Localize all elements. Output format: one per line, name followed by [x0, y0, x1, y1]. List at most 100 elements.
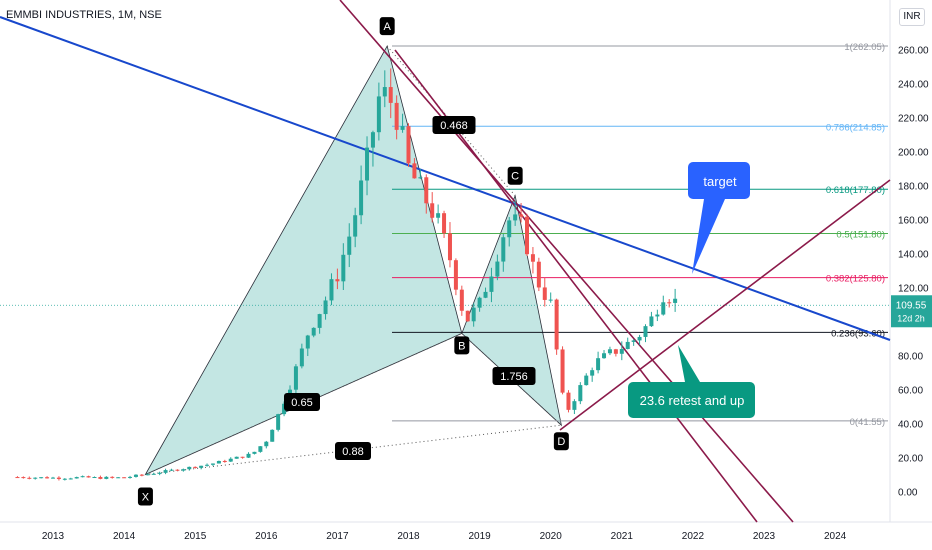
- candle: [205, 463, 210, 467]
- candle: [376, 82, 381, 141]
- maroon-line-3: [559, 179, 891, 431]
- candle: [21, 476, 26, 479]
- candle: [68, 477, 73, 480]
- candle: [15, 476, 20, 479]
- candle: [365, 136, 370, 196]
- y-tick-label: 220.00: [898, 114, 929, 125]
- candle: [258, 446, 263, 453]
- ticker-title: EMMBI INDUSTRIES, 1M, NSE: [6, 9, 162, 21]
- candle: [607, 346, 612, 356]
- candle: [181, 468, 186, 472]
- candle: [193, 466, 198, 469]
- x-tick-label: 2018: [397, 531, 420, 542]
- y-tick-label: 0.00: [898, 488, 918, 499]
- candle: [199, 465, 204, 470]
- ratio-label-bg: [432, 116, 476, 134]
- candle: [293, 364, 298, 396]
- candle: [104, 476, 109, 480]
- candle: [560, 346, 565, 395]
- candle: [347, 223, 352, 268]
- candle: [299, 343, 304, 369]
- candle: [187, 466, 192, 471]
- candle: [62, 478, 67, 481]
- candle: [157, 471, 162, 476]
- candle: [459, 285, 464, 316]
- candle: [637, 334, 642, 345]
- y-tick-label: 120.00: [898, 284, 929, 295]
- candle: [311, 327, 316, 338]
- currency-button[interactable]: INR: [899, 8, 925, 26]
- candle: [584, 373, 589, 386]
- fib-level-label: 0.382(125.80): [826, 274, 885, 285]
- candle: [536, 257, 541, 292]
- candle: [525, 213, 529, 256]
- x-tick-label: 2021: [611, 531, 634, 542]
- candle: [116, 477, 121, 479]
- candle: [554, 298, 559, 355]
- candle: [613, 348, 618, 357]
- maroon-line-1: [339, 0, 794, 523]
- ratio-label: 0.88: [342, 446, 363, 458]
- candle: [602, 350, 607, 359]
- y-tick-label: 140.00: [898, 250, 929, 261]
- candle: [453, 258, 458, 296]
- y-tick-label: 80.00: [898, 352, 923, 363]
- candle: [530, 247, 535, 274]
- candle: [412, 158, 417, 179]
- candle: [246, 452, 251, 458]
- candle: [418, 168, 423, 179]
- candle: [370, 130, 375, 167]
- candle: [471, 303, 476, 327]
- candle: [578, 382, 583, 405]
- candle: [465, 310, 470, 322]
- candle: [489, 267, 494, 303]
- blue-trendline: [0, 16, 891, 341]
- point-label: B: [458, 340, 465, 352]
- y-tick-label: 240.00: [898, 80, 929, 91]
- x-tick-label: 2016: [255, 531, 278, 542]
- ratio-label-bg: [335, 442, 371, 460]
- candle: [667, 299, 672, 308]
- ac-dotted-line: [386, 45, 516, 197]
- candle: [33, 477, 38, 480]
- candle: [252, 451, 257, 455]
- candle: [519, 202, 524, 223]
- candle: [92, 476, 97, 479]
- candle: [619, 341, 624, 361]
- ratio-label: 1.756: [500, 371, 528, 383]
- candle: [542, 277, 547, 307]
- candle: [329, 273, 334, 306]
- candle: [495, 254, 500, 281]
- y-tick-label: 260.00: [898, 46, 929, 57]
- candle: [228, 457, 233, 462]
- y-tick-label: 200.00: [898, 148, 929, 159]
- point-label-bg: [507, 166, 523, 185]
- candle: [151, 472, 156, 475]
- candle: [74, 476, 79, 479]
- candle: [128, 475, 133, 479]
- candle: [317, 313, 322, 334]
- bcd-triangle: [461, 194, 563, 427]
- candle: [222, 459, 227, 463]
- candle: [145, 473, 150, 476]
- candle: [388, 68, 393, 119]
- candle: [513, 200, 518, 226]
- candle: [234, 456, 239, 459]
- x-tick-label: 2022: [682, 531, 705, 542]
- candle: [661, 295, 666, 316]
- candle: [625, 337, 630, 350]
- candle: [649, 311, 654, 328]
- candle: [631, 339, 636, 346]
- xb-dotted-line: [145, 332, 463, 475]
- candle: [98, 475, 103, 480]
- y-tick-label: 60.00: [898, 386, 923, 397]
- candle: [424, 174, 429, 214]
- fib-level-label: 0.786(214.85): [826, 122, 885, 133]
- candle: [566, 390, 571, 413]
- candle: [596, 351, 601, 374]
- candle: [305, 334, 310, 357]
- point-label-bg: [553, 432, 569, 451]
- candle: [39, 477, 44, 479]
- retest-label: 23.6 retest and up: [640, 393, 745, 408]
